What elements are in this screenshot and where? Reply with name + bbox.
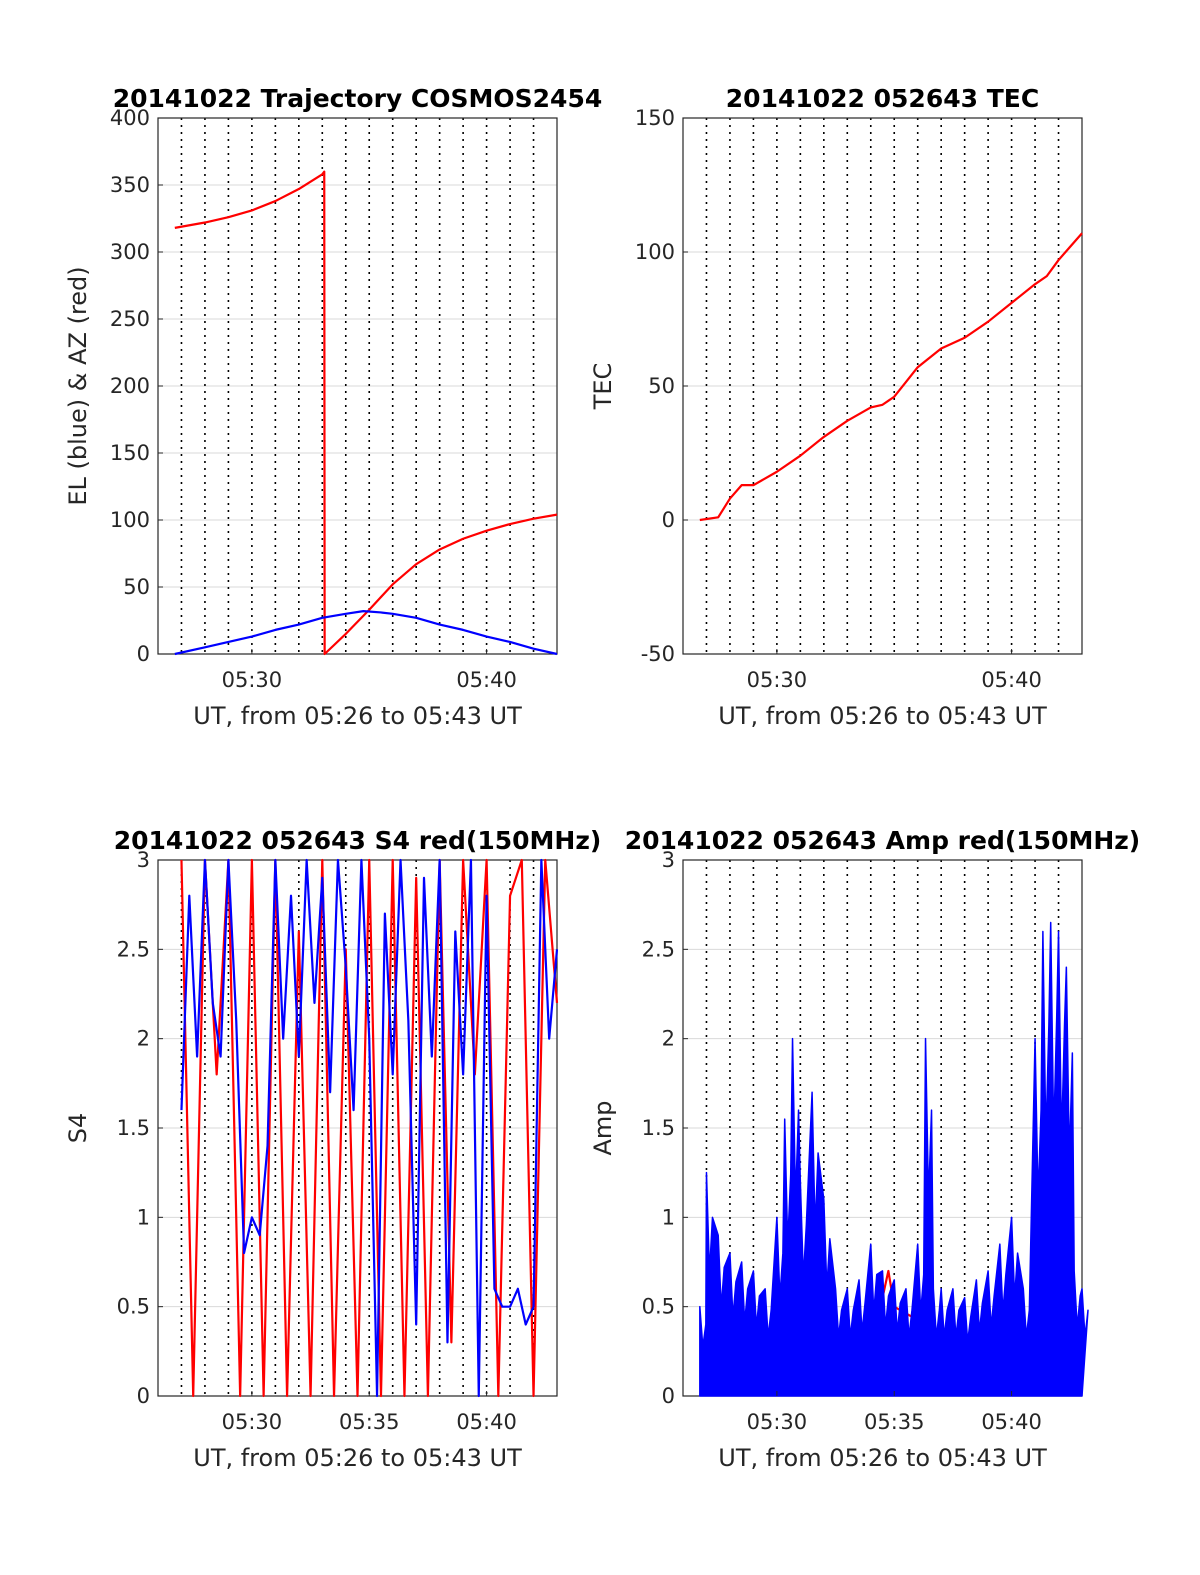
x-tick-label: 05:30 [747,1410,808,1434]
x-tick-label: 05:30 [222,1410,283,1434]
y-tick-label: -50 [641,642,675,666]
chart-title: 20141022 052643 TEC [726,84,1039,113]
x-tick-label: 05:30 [747,668,808,692]
y-tick-label: 1.5 [117,1116,150,1140]
y-tick-label: 50 [123,575,150,599]
y-tick-label: 150 [110,441,150,465]
tec-panel: -50 0 50 100 150 05:30 05:40 20141022 052643 TE… [589,84,1083,730]
x-axis-label: UT, from 05:26 to 05:43 UT [718,702,1047,730]
y-tick-label: 0 [662,1384,675,1408]
y-tick-label: 1 [137,1205,150,1229]
y-tick-label: 50 [648,374,675,398]
x-tick-label: 05:40 [981,1410,1042,1434]
y-tick-label: 3 [137,848,150,872]
chart-title: 20141022 Trajectory COSMOS2454 [113,84,603,113]
x-tick-label: 05:40 [456,1410,517,1434]
y-tick-label: 350 [110,173,150,197]
chart-title: 20141022 052643 Amp red(150MHz) [625,826,1141,855]
y-tick-label: 0 [662,508,675,532]
x-tick-label: 05:30 [222,668,283,692]
x-tick-label: 05:35 [339,1410,400,1434]
x-tick-label: 05:40 [981,668,1042,692]
y-tick-label: 1 [662,1205,675,1229]
y-tick-label: 0.5 [642,1295,675,1319]
y-tick-label: 0 [137,1384,150,1408]
y-axis-label: TEC [589,363,617,411]
trajectory-panel: 0 50 100 150 200 250 300 350 400 05:30 05:40 201410… [64,84,602,730]
y-tick-label: 400 [110,106,150,130]
x-tick-label: 05:35 [864,1410,925,1434]
amp-panel: 0 0.5 1 1.5 2 2.5 3 05:30 05:35 05:40 20141022 052… [589,826,1140,1472]
y-axis-label: Amp [589,1100,617,1155]
y-tick-label: 300 [110,240,150,264]
series-blue [174,610,558,656]
x-axis-label: UT, from 05:26 to 05:43 UT [193,702,522,730]
y-tick-label: 150 [635,106,675,130]
y-tick-label: 250 [110,307,150,331]
y-tick-label: 100 [110,508,150,532]
y-axis-label: EL (blue) & AZ (red) [64,266,92,505]
y-tick-label: 2 [662,1027,675,1051]
x-tick-label: 05:40 [456,668,517,692]
x-axis-label: UT, from 05:26 to 05:43 UT [718,1444,1047,1472]
y-tick-label: 2 [137,1027,150,1051]
s4-panel: 0 0.5 1 1.5 2 2.5 3 05:30 05:35 05:40 20141022 052… [64,826,601,1472]
y-tick-label: 2.5 [642,937,675,961]
y-tick-label: 3 [662,848,675,872]
series-red [699,232,1083,522]
y-tick-label: 100 [635,240,675,264]
y-axis-label: S4 [64,1113,92,1144]
x-axis-label: UT, from 05:26 to 05:43 UT [193,1444,522,1472]
y-tick-label: 200 [110,374,150,398]
series-red [174,170,558,656]
chart-title: 20141022 052643 S4 red(150MHz) [114,826,602,855]
y-tick-label: 2.5 [117,937,150,961]
y-tick-label: 0.5 [117,1295,150,1319]
y-tick-label: 1.5 [642,1116,675,1140]
y-tick-label: 0 [137,642,150,666]
